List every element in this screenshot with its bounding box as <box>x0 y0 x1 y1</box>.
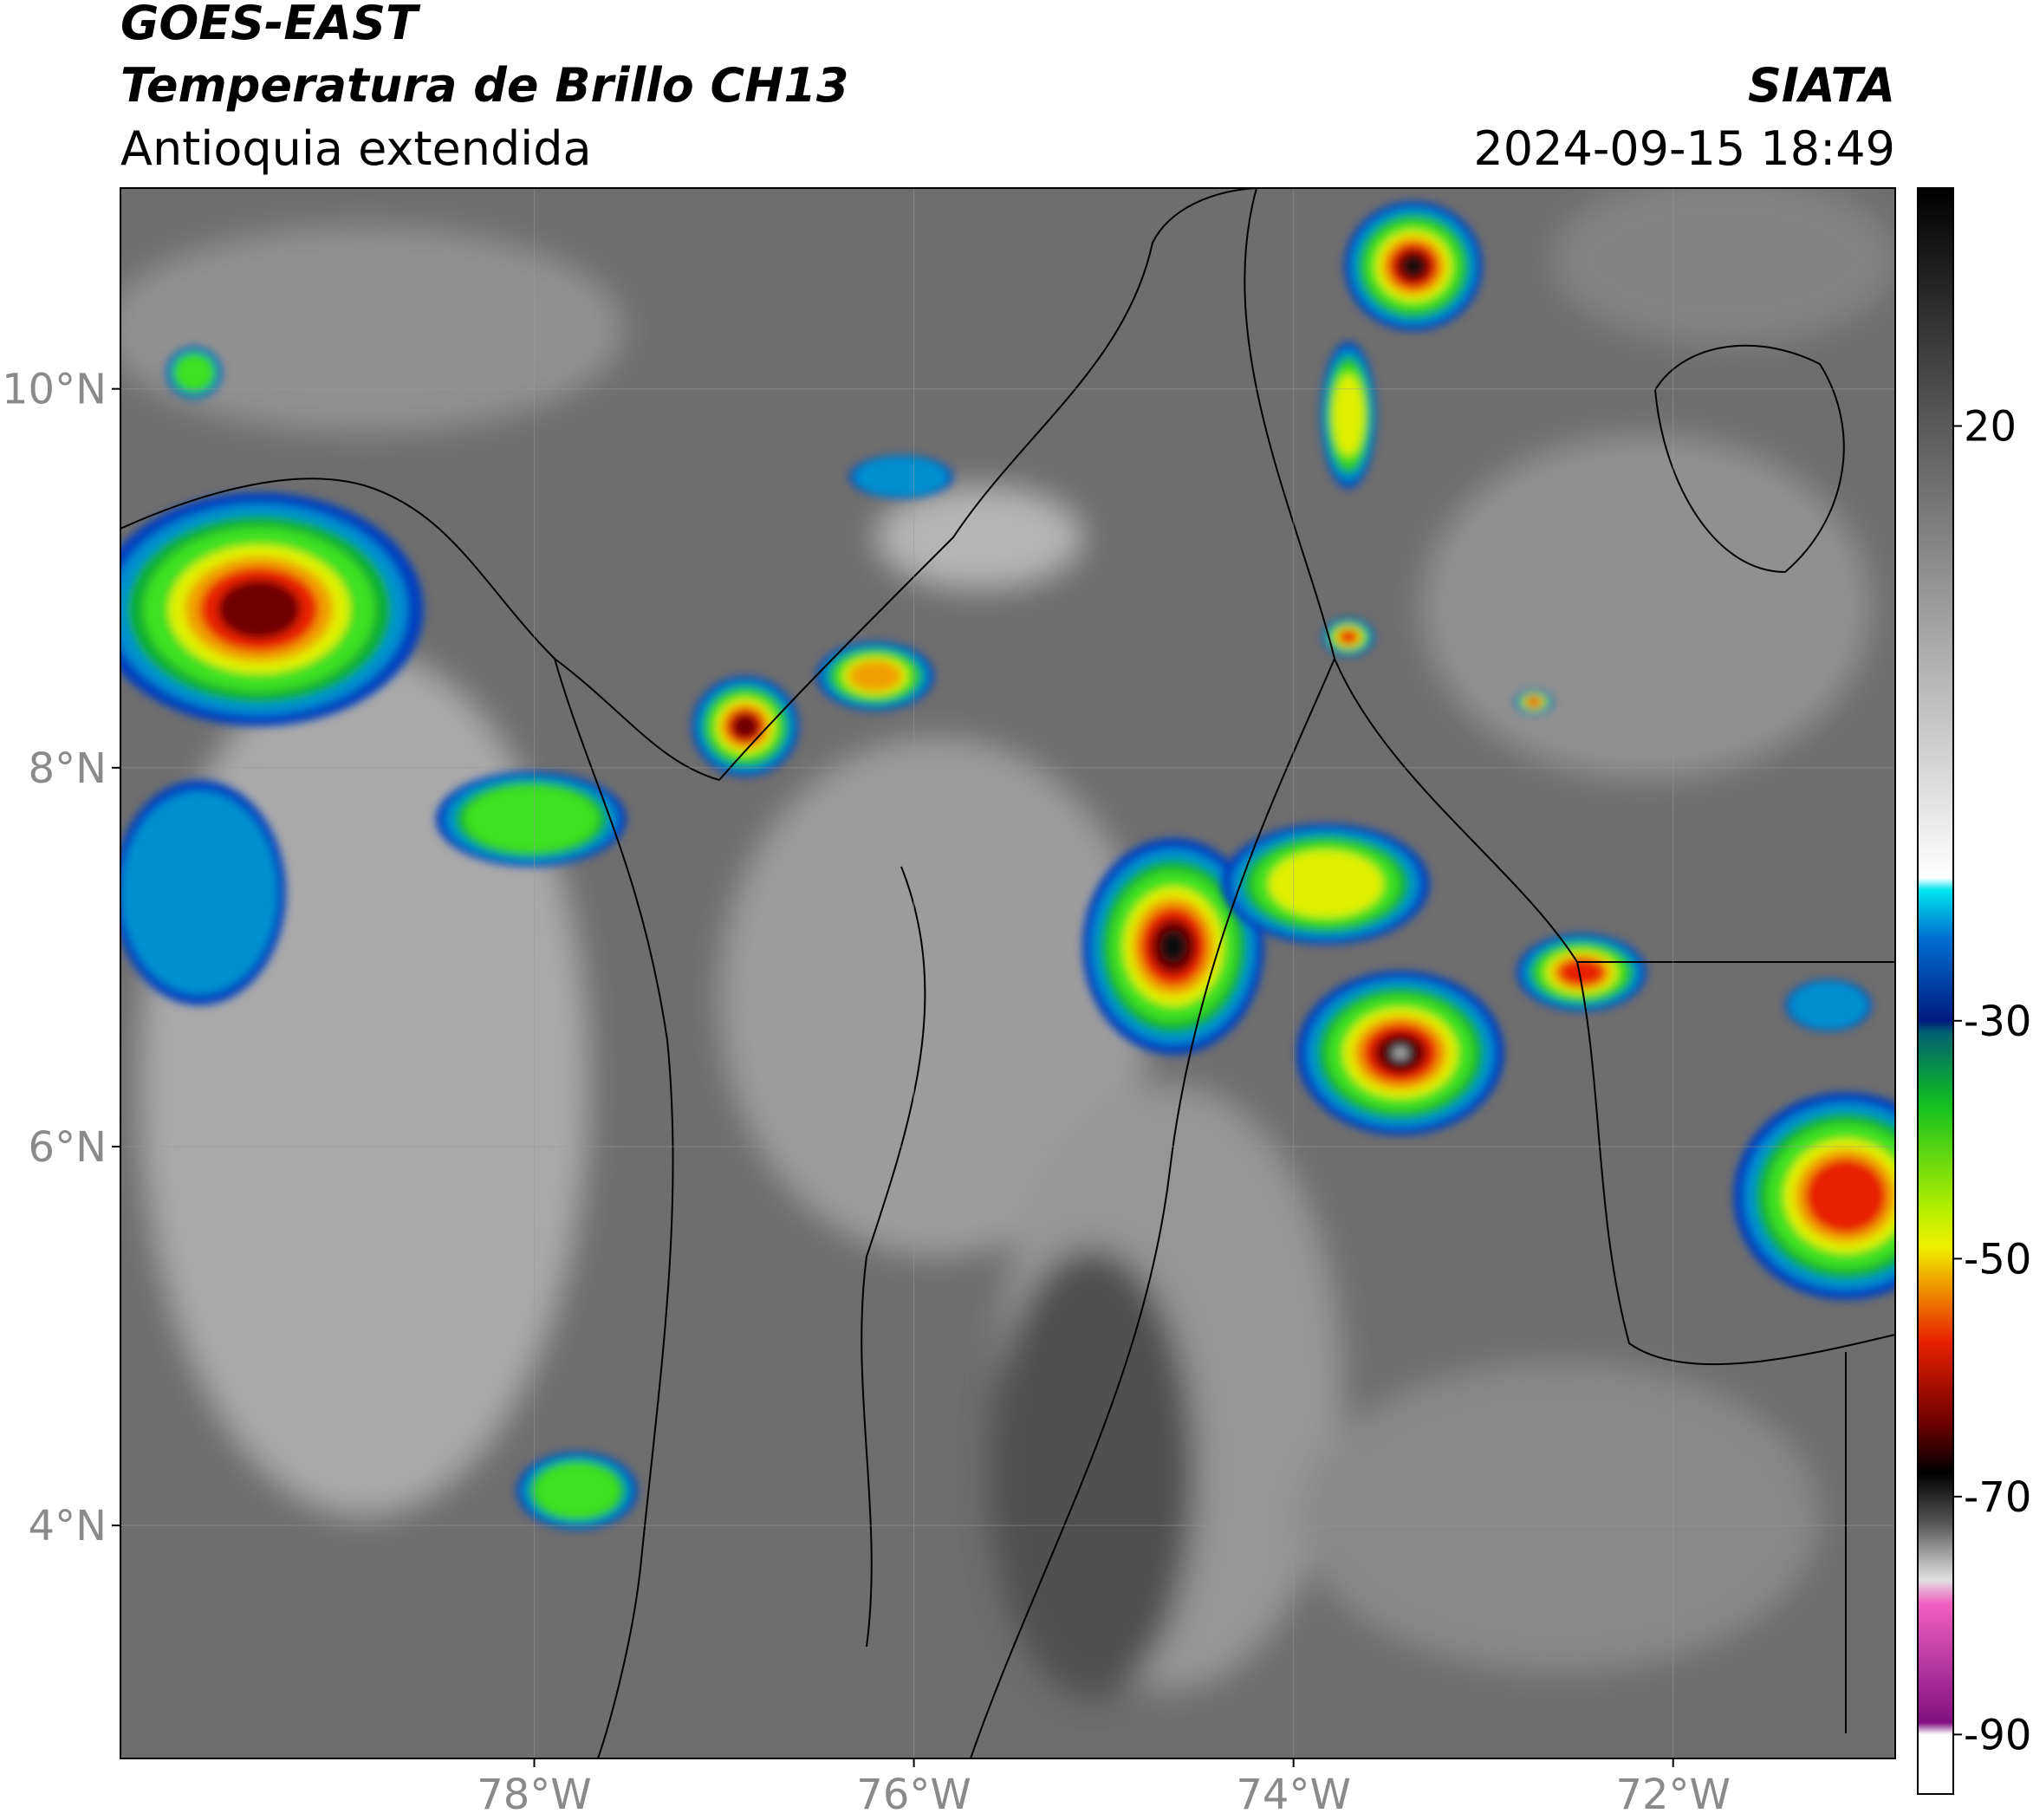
x-tick-label: 76°W <box>856 1771 971 1819</box>
storm-level <box>1805 1158 1887 1234</box>
colorbar-tick-label: -30 <box>1964 998 2031 1046</box>
y-tick-label: 6°N <box>29 1123 107 1172</box>
storm <box>849 455 953 498</box>
storm <box>166 347 222 399</box>
map-frame <box>120 187 1896 1759</box>
storm-level <box>848 660 902 692</box>
storm-level <box>1558 958 1605 987</box>
y-tick-label: 10°N <box>2 366 107 414</box>
storm <box>1082 838 1264 1055</box>
x-tick-label: 74°W <box>1236 1771 1351 1819</box>
storm-level <box>1789 982 1867 1029</box>
storm <box>1222 823 1430 945</box>
storm <box>1322 618 1374 656</box>
satellite-image <box>120 188 1895 1758</box>
storm <box>1321 341 1376 489</box>
storm <box>516 1452 638 1530</box>
storm <box>1515 690 1553 714</box>
borders <box>120 188 1895 1758</box>
storm-level <box>464 785 598 853</box>
colorbar-tick-label: -50 <box>1964 1235 2031 1284</box>
source: SIATA <box>1748 58 1895 113</box>
storm-level <box>1339 630 1358 644</box>
x-tick-label: 78°W <box>477 1771 592 1819</box>
storm-level <box>1392 1046 1409 1060</box>
storm <box>692 676 799 777</box>
x-tick-label: 72°W <box>1615 1771 1731 1819</box>
storm <box>1785 979 1872 1031</box>
storm <box>120 780 286 1005</box>
clouds <box>120 188 1895 1699</box>
storm-level <box>535 1463 620 1518</box>
storm-level <box>1403 256 1424 276</box>
storm-level <box>854 457 948 497</box>
storm-level <box>1527 697 1541 707</box>
region: Antioquia extendida <box>120 121 592 176</box>
storm-level <box>1269 850 1383 918</box>
storm-level <box>731 713 759 739</box>
storm-level <box>174 354 214 391</box>
colorbar-tick-label: 20 <box>1964 403 2017 452</box>
storm <box>1733 1092 1895 1300</box>
storm <box>816 641 934 711</box>
y-tick-label: 4°N <box>29 1502 107 1550</box>
title: GOES-EAST <box>120 0 421 50</box>
storm <box>1296 971 1504 1135</box>
storm <box>1344 201 1483 331</box>
y-tick-label: 8°N <box>29 744 107 793</box>
storm <box>436 771 627 867</box>
colorbar <box>1917 187 1954 1795</box>
storm-level <box>1159 930 1187 963</box>
storm <box>1517 933 1647 1011</box>
storm <box>120 492 424 726</box>
storm-level <box>218 580 301 639</box>
storms <box>120 201 1895 1530</box>
subtitle: Temperatura de Brillo CH13 <box>120 58 849 113</box>
colorbar-tick-label: -70 <box>1964 1473 2031 1522</box>
storm-level <box>121 791 277 994</box>
colorbar-tick-label: -90 <box>1964 1711 2031 1759</box>
storm-level <box>1333 374 1364 456</box>
datetime: 2024-09-15 18:49 <box>1473 121 1895 176</box>
